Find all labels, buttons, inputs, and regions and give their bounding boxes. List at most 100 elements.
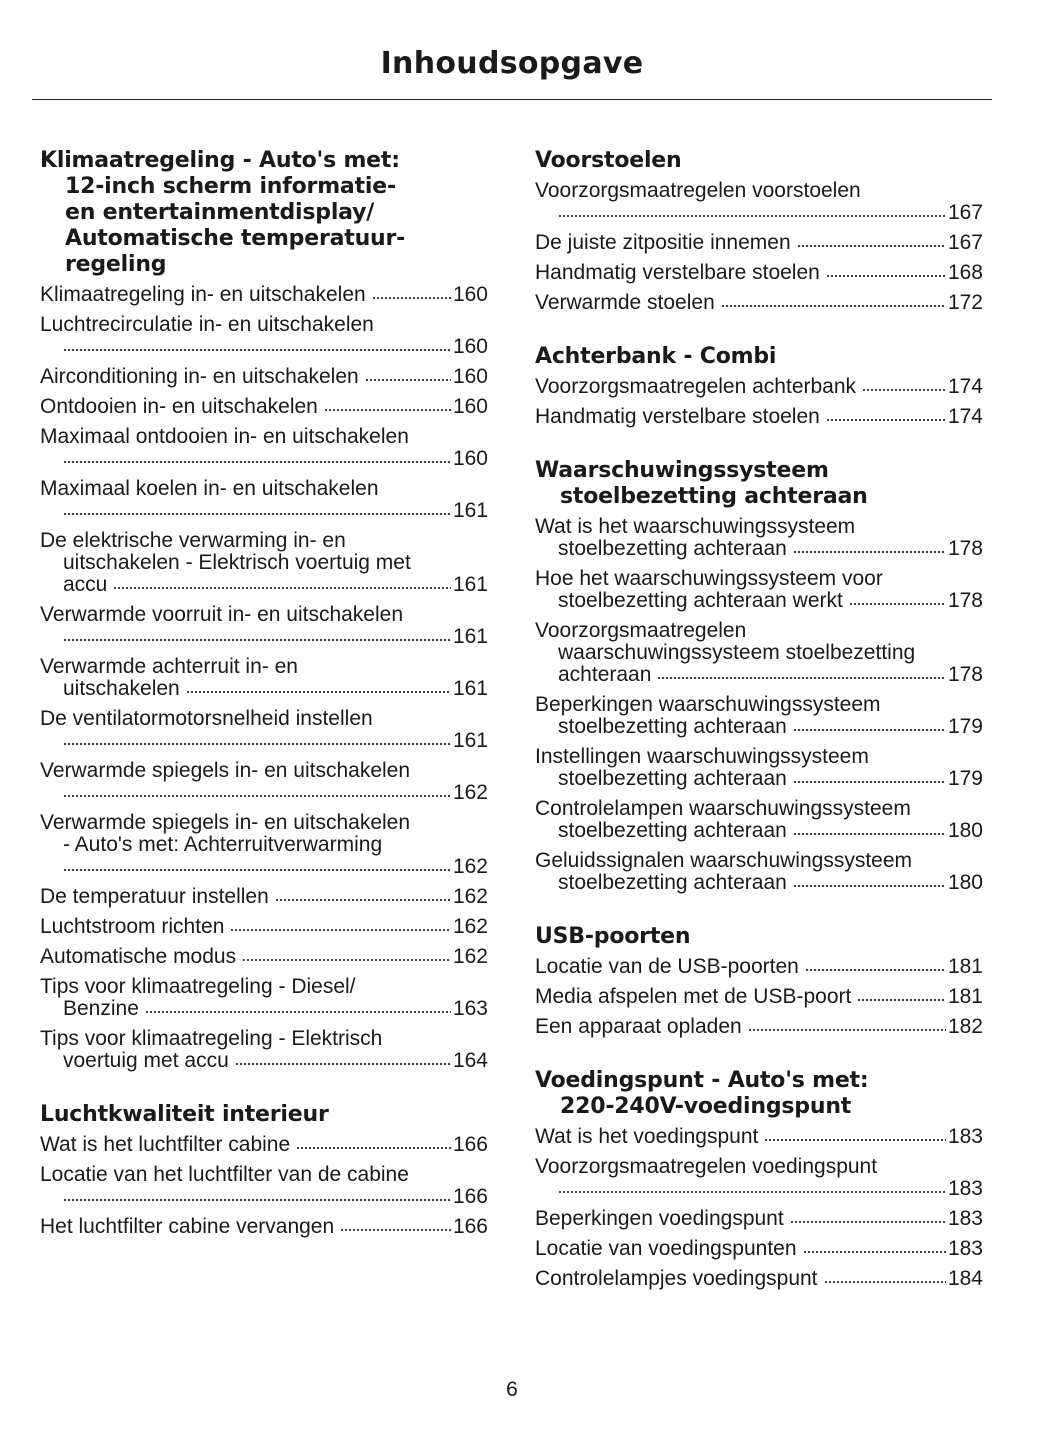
toc-entry[interactable]: Maximaal ontdooien in- en uitschakelen 16… bbox=[40, 426, 488, 470]
toc-entry[interactable]: Geluidssignalen waarschuwingssysteem stoe… bbox=[535, 850, 983, 894]
toc-entry[interactable]: Handmatig verstelbare stoelen 168 bbox=[535, 262, 983, 284]
toc-entry[interactable]: Klimaatregeling in- en uitschakelen 160 bbox=[40, 284, 488, 306]
dot-leader bbox=[720, 303, 946, 309]
entry-page-number[interactable]: 164 bbox=[452, 1049, 488, 1072]
toc-entry[interactable]: Airconditioning in- en uitschakelen 160 bbox=[40, 366, 488, 388]
entry-page-number[interactable]: 166 bbox=[452, 1215, 488, 1238]
entry-page-number[interactable]: 162 bbox=[452, 781, 488, 804]
entry-page-number[interactable]: 162 bbox=[452, 945, 488, 968]
entry-page-number[interactable]: 167 bbox=[947, 231, 983, 254]
toc-entry[interactable]: Tips voor klimaatregeling - Elektrisch vo… bbox=[40, 1028, 488, 1072]
dot-leader bbox=[63, 793, 451, 799]
toc-entry[interactable]: Voorzorgsmaatregelen voorstoelen 167 bbox=[535, 180, 983, 224]
toc-entry[interactable]: Handmatig verstelbare stoelen 174 bbox=[535, 406, 983, 428]
entry-page-number[interactable]: 161 bbox=[452, 625, 488, 648]
toc-entry[interactable]: Voorzorgsmaatregelen waarschuwingssysteem… bbox=[535, 620, 983, 686]
section-heading-line: stoelbezetting achteraan bbox=[560, 484, 868, 509]
entry-page-number[interactable]: 181 bbox=[947, 955, 983, 978]
entry-title-line: Maximaal ontdooien in- en uitschakelen bbox=[40, 425, 409, 448]
entry-last-line: Handmatig verstelbare stoelen 174 bbox=[535, 406, 983, 428]
entry-page-number[interactable]: 161 bbox=[452, 677, 488, 700]
toc-entry[interactable]: Verwarmde spiegels in- en uitschakelen - … bbox=[40, 812, 488, 878]
toc-entry[interactable]: Instellingen waarschuwingssysteem stoelbe… bbox=[535, 746, 983, 790]
entry-page-number[interactable]: 174 bbox=[947, 375, 983, 398]
toc-entry[interactable]: Wat is het waarschuwingssysteem stoelbeze… bbox=[535, 516, 983, 560]
entry-page-number[interactable]: 172 bbox=[947, 291, 983, 314]
entry-page-number[interactable]: 178 bbox=[947, 663, 983, 686]
entry-page-number[interactable]: 160 bbox=[452, 447, 488, 470]
entry-page-number[interactable]: 161 bbox=[452, 729, 488, 752]
entry-page-number[interactable]: 181 bbox=[947, 985, 983, 1008]
entry-last-line: Een apparaat opladen 182 bbox=[535, 1016, 983, 1038]
toc-entry[interactable]: Luchtrecirculatie in- en uitschakelen 160 bbox=[40, 314, 488, 358]
toc-entry[interactable]: Voorzorgsmaatregelen achterbank 174 bbox=[535, 376, 983, 398]
entry-page-number[interactable]: 163 bbox=[452, 997, 488, 1020]
toc-entry[interactable]: Maximaal koelen in- en uitschakelen 161 bbox=[40, 478, 488, 522]
entry-title-line: Handmatig verstelbare stoelen bbox=[535, 405, 820, 428]
entry-last-line: 161 bbox=[40, 626, 488, 648]
toc-entry[interactable]: Beperkingen waarschuwingssysteem stoelbez… bbox=[535, 694, 983, 738]
entry-page-number[interactable]: 168 bbox=[947, 261, 983, 284]
toc-entry[interactable]: Verwarmde voorruit in- en uitschakelen 16… bbox=[40, 604, 488, 648]
toc-entry[interactable]: Verwarmde achterruit in- en uitschakelen 1… bbox=[40, 656, 488, 700]
entry-last-line: stoelbezetting achteraan werkt 178 bbox=[535, 590, 983, 612]
entry-page-number[interactable]: 178 bbox=[947, 537, 983, 560]
toc-entry[interactable]: Wat is het voedingspunt 183 bbox=[535, 1126, 983, 1148]
entry-title-line: Benzine bbox=[63, 997, 139, 1020]
entry-page-number[interactable]: 160 bbox=[452, 395, 488, 418]
entry-page-number[interactable]: 183 bbox=[947, 1125, 983, 1148]
entry-page-number[interactable]: 166 bbox=[452, 1185, 488, 1208]
toc-entry[interactable]: Media afspelen met de USB-poort 181 bbox=[535, 986, 983, 1008]
section-heading-line: Achterbank - Combi bbox=[535, 344, 777, 369]
entry-page-number[interactable]: 180 bbox=[947, 819, 983, 842]
toc-entry[interactable]: Controlelampjes voedingspunt 184 bbox=[535, 1268, 983, 1290]
entry-last-line: Locatie van voedingspunten 183 bbox=[535, 1238, 983, 1260]
toc-entry[interactable]: De temperatuur instellen 162 bbox=[40, 886, 488, 908]
toc-entry[interactable]: Beperkingen voedingspunt 183 bbox=[535, 1208, 983, 1230]
entry-page-number[interactable]: 182 bbox=[947, 1015, 983, 1038]
toc-entry[interactable]: De elektrische verwarming in- en uitschak… bbox=[40, 530, 488, 596]
toc-entry[interactable]: Locatie van voedingspunten 183 bbox=[535, 1238, 983, 1260]
entry-page-number[interactable]: 178 bbox=[947, 589, 983, 612]
toc-entry[interactable]: Ontdooien in- en uitschakelen 160 bbox=[40, 396, 488, 418]
toc-entry[interactable]: Verwarmde stoelen 172 bbox=[535, 292, 983, 314]
entry-page-number[interactable]: 179 bbox=[947, 715, 983, 738]
toc-entry[interactable]: Voorzorgsmaatregelen voedingspunt 183 bbox=[535, 1156, 983, 1200]
entry-page-number[interactable]: 162 bbox=[452, 855, 488, 878]
entry-last-line: 160 bbox=[40, 336, 488, 358]
entry-page-number[interactable]: 160 bbox=[452, 365, 488, 388]
entry-page-number[interactable]: 162 bbox=[452, 915, 488, 938]
toc-entry[interactable]: Locatie van het luchtfilter van de cabin… bbox=[40, 1164, 488, 1208]
toc-entry[interactable]: Een apparaat opladen 182 bbox=[535, 1016, 983, 1038]
entry-page-number[interactable]: 167 bbox=[947, 201, 983, 224]
entry-page-number[interactable]: 183 bbox=[947, 1237, 983, 1260]
entry-page-number[interactable]: 160 bbox=[452, 335, 488, 358]
toc-entry[interactable]: Locatie van de USB-poorten 181 bbox=[535, 956, 983, 978]
toc-entry[interactable]: Tips voor klimaatregeling - Diesel/Benzi… bbox=[40, 976, 488, 1020]
toc-entry[interactable]: Automatische modus 162 bbox=[40, 946, 488, 968]
toc-entry[interactable]: Luchtstroom richten 162 bbox=[40, 916, 488, 938]
toc-entry[interactable]: Verwarmde spiegels in- en uitschakelen 16… bbox=[40, 760, 488, 804]
entry-page-number[interactable]: 161 bbox=[452, 499, 488, 522]
entry-page-number[interactable]: 179 bbox=[947, 767, 983, 790]
entry-page-number[interactable]: 183 bbox=[947, 1207, 983, 1230]
entry-page-number[interactable]: 166 bbox=[452, 1133, 488, 1156]
dot-leader bbox=[792, 831, 946, 837]
entry-page-number[interactable]: 161 bbox=[452, 573, 488, 596]
toc-entry[interactable]: Hoe het waarschuwingssysteem voor stoelbe… bbox=[535, 568, 983, 612]
toc-entry[interactable]: Controlelampen waarschuwingssysteem stoel… bbox=[535, 798, 983, 842]
entry-page-number[interactable]: 184 bbox=[947, 1267, 983, 1290]
entry-page-number[interactable]: 180 bbox=[947, 871, 983, 894]
toc-entry[interactable]: De juiste zitpositie innemen 167 bbox=[535, 232, 983, 254]
entry-page-number[interactable]: 174 bbox=[947, 405, 983, 428]
toc-entry[interactable]: De ventilatormotorsnelheid instellen 161 bbox=[40, 708, 488, 752]
entry-title-line: Hoe het waarschuwingssysteem voor bbox=[535, 567, 883, 590]
dot-leader bbox=[371, 295, 451, 301]
toc-entry[interactable]: Het luchtfilter cabine vervangen 166 bbox=[40, 1216, 488, 1238]
entry-page-number[interactable]: 183 bbox=[947, 1177, 983, 1200]
entry-title-line: Tips voor klimaatregeling - Diesel/ bbox=[40, 975, 356, 998]
entry-page-number[interactable]: 162 bbox=[452, 885, 488, 908]
entry-page-number[interactable]: 160 bbox=[452, 283, 488, 306]
toc-entry[interactable]: Wat is het luchtfilter cabine 166 bbox=[40, 1134, 488, 1156]
entry-last-line: Luchtstroom richten 162 bbox=[40, 916, 488, 938]
